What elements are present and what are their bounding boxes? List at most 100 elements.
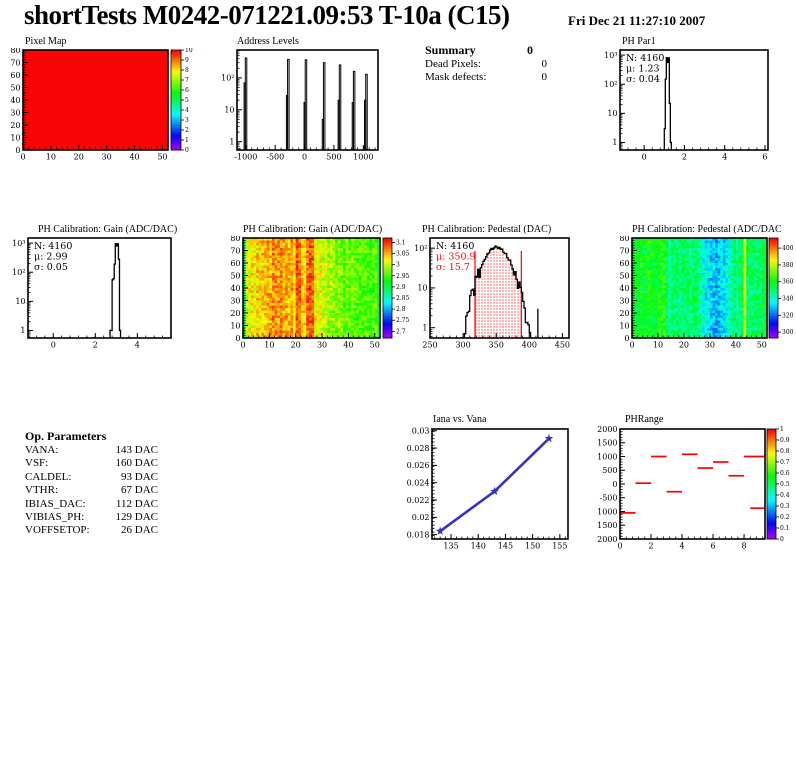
op-row: VIBIAS_PH: 129 DAC	[25, 511, 158, 524]
pedestal-map-chart: 0 10 20 30 40 5001020304050607080300320340360…	[619, 236, 793, 350]
svg-text:60: 60	[619, 259, 629, 268]
row-label: Dead Pixels:	[425, 58, 481, 70]
svg-text:3: 3	[185, 117, 189, 124]
row-label: Mask defects:	[425, 71, 487, 84]
summary-row: Mask defects: 0	[425, 71, 547, 84]
svg-text:2: 2	[185, 127, 189, 134]
op-row: IBIAS_DAC: 112 DAC	[25, 498, 158, 511]
svg-text:20: 20	[619, 309, 629, 318]
row-value: 26 DAC	[121, 524, 158, 537]
svg-text:20: 20	[10, 121, 20, 130]
chart-title: PH Calibration: Pedestal (DAC)	[422, 224, 552, 235]
svg-text:3: 3	[396, 262, 400, 269]
summary-row: Dead Pixels: 0	[425, 58, 547, 71]
svg-text:6: 6	[762, 153, 767, 162]
ph-par1-panel: PH Par1 0 2 4 6 1 10 10² 10³ N: 4160 μ: 1.23 σ: 0.…	[595, 36, 796, 170]
svg-text:10³: 10³	[12, 239, 25, 248]
svg-text:10: 10	[10, 133, 20, 142]
row-label: VOFFSETOP:	[25, 524, 90, 537]
svg-text:30: 30	[230, 296, 240, 305]
svg-text:-500: -500	[266, 153, 284, 162]
pedestal-map-panel: PH Calibration: Pedestal (ADC/DAC 0 10 20 3…	[610, 222, 796, 358]
svg-text:20: 20	[291, 341, 301, 350]
gain-map-chart: 0 10 20 30 40 50 0 10 20 30 40 50 60 70 80 2.7 2.75 2.8 2.…	[230, 236, 410, 350]
svg-text:3.1: 3.1	[396, 239, 406, 246]
gain-map-panel: PH Calibration: Gain (ADC/DAC) 0 10 20 30 40…	[210, 222, 420, 358]
svg-text:2.75: 2.75	[396, 317, 410, 324]
svg-text:2.8: 2.8	[396, 306, 406, 313]
svg-text:0: 0	[51, 341, 56, 350]
svg-text:2.95: 2.95	[396, 273, 410, 280]
svg-text:10³: 10³	[604, 51, 617, 60]
svg-text:1: 1	[422, 323, 427, 332]
svg-text:σ: 15.7: σ: 15.7	[436, 262, 470, 273]
svg-text:2: 2	[93, 341, 98, 350]
svg-text:2.9: 2.9	[396, 284, 406, 291]
svg-text:0: 0	[302, 153, 307, 162]
svg-text:σ: 0.04: σ: 0.04	[626, 74, 660, 85]
op-row: VSF: 160 DAC	[25, 457, 158, 470]
svg-text:6: 6	[185, 87, 189, 94]
svg-text:50: 50	[230, 271, 240, 280]
svg-text:70: 70	[10, 58, 20, 67]
svg-text:350: 350	[489, 341, 504, 350]
svg-text:5: 5	[185, 97, 189, 104]
svg-text:10: 10	[185, 48, 193, 54]
svg-text:80: 80	[10, 48, 20, 55]
svg-text:30: 30	[619, 296, 629, 305]
chart-title: PH Calibration: Gain (ADC/DAC)	[243, 224, 383, 235]
summary-title: Summary	[425, 43, 476, 57]
svg-text:2: 2	[682, 153, 687, 162]
phrange-panel: PHRange 0 2 4 6 8 2000 1500 1000 -500 0 500 1000 150…	[592, 412, 796, 562]
svg-text:20: 20	[679, 341, 689, 350]
svg-text:0: 0	[15, 146, 20, 155]
svg-text:N: 4160: N: 4160	[436, 241, 474, 252]
pixel-map-panel: Pixel Map 0 10 20 30 40 50 0 10 20 30 40 50 60 70 80 0 1…	[0, 36, 200, 170]
svg-text:0: 0	[624, 334, 629, 343]
row-value: 0	[541, 71, 548, 84]
row-label: VTHR:	[25, 484, 58, 497]
svg-text:10: 10	[264, 341, 274, 350]
svg-text:40: 40	[10, 96, 20, 105]
chart-title: PH Calibration: Pedestal (ADC/DAC	[632, 224, 782, 235]
iana-vana-panel: Iana vs. Vana 135 140 145 150 155 0.018 0.02 0.…	[400, 412, 580, 562]
svg-text:50: 50	[10, 83, 20, 92]
row-value: 0	[541, 58, 548, 70]
svg-text:10: 10	[417, 284, 427, 293]
svg-text:450: 450	[555, 341, 570, 350]
row-value: 129 DAC	[115, 511, 158, 524]
svg-text:4: 4	[135, 341, 140, 350]
svg-text:400: 400	[522, 341, 537, 350]
svg-text:30: 30	[102, 153, 112, 162]
svg-text:500: 500	[326, 153, 341, 162]
svg-text:10: 10	[230, 321, 240, 330]
chart-title: Iana vs. Vana	[433, 414, 487, 425]
op-row: VOFFSETOP: 26 DAC	[25, 524, 158, 537]
svg-text:60: 60	[10, 71, 20, 80]
svg-text:1: 1	[20, 326, 25, 335]
svg-text:N: 4160: N: 4160	[626, 53, 664, 64]
svg-text:2.85: 2.85	[396, 295, 410, 302]
op-row: CALDEL: 93 DAC	[25, 471, 158, 484]
svg-text:10²: 10²	[414, 244, 427, 253]
phrange-chart: 0 2 4 6 8200015001000-500050010001500200000.…	[597, 426, 790, 551]
svg-text:40: 40	[129, 153, 139, 162]
svg-text:40: 40	[343, 341, 353, 350]
svg-text:40: 40	[230, 284, 240, 293]
svg-text:-1000: -1000	[234, 153, 257, 162]
svg-text:8: 8	[185, 67, 189, 74]
svg-text:1: 1	[185, 137, 189, 144]
svg-text:10: 10	[46, 153, 56, 162]
summary-header: Summary 0	[425, 42, 533, 58]
svg-text:50: 50	[757, 341, 767, 350]
row-value: 67 DAC	[121, 484, 158, 497]
svg-text:μ: 350.9: μ: 350.9	[436, 252, 476, 263]
svg-text:300: 300	[455, 341, 470, 350]
svg-text:7: 7	[185, 77, 189, 84]
svg-text:50: 50	[370, 341, 380, 350]
svg-text:σ: 0.05: σ: 0.05	[34, 262, 68, 273]
svg-text:0: 0	[20, 153, 25, 162]
